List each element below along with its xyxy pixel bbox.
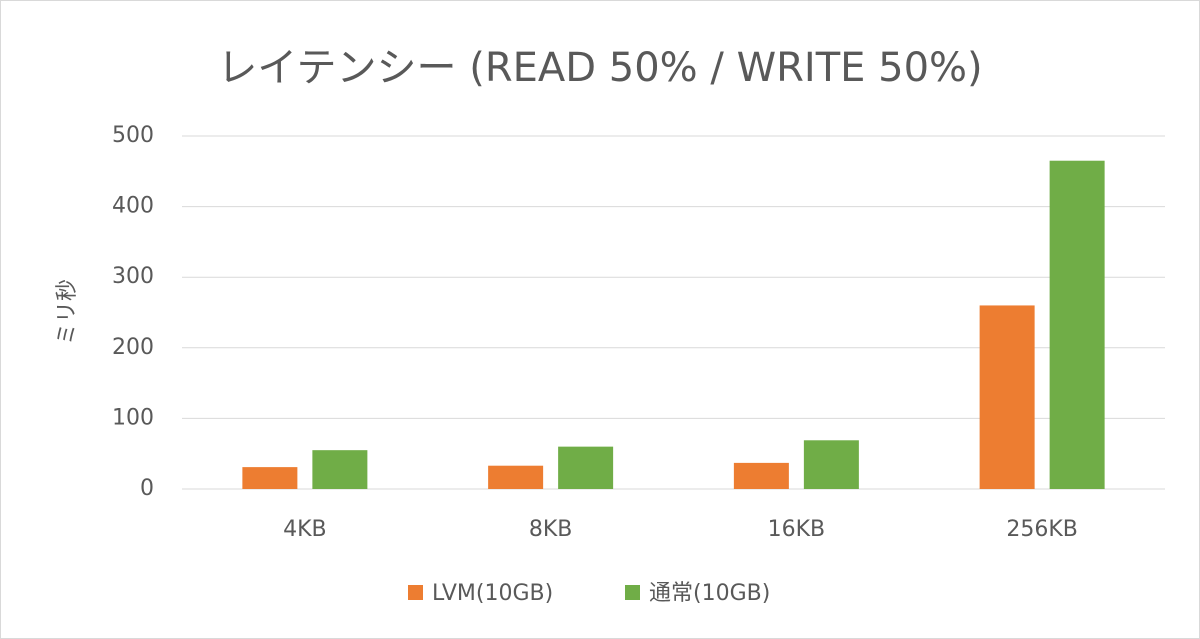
bar [558,446,614,489]
bar [1049,160,1105,489]
x-tick-label: 16KB [768,517,826,542]
y-tick-label: 500 [112,123,154,148]
legend-label: LVM(10GB) [432,581,553,606]
bar [803,440,859,489]
legend-label: 通常(10GB) [649,581,770,606]
bar [312,450,368,489]
bar [733,462,789,489]
y-axis-label: ミリ秒 [55,279,80,345]
y-tick-label: 100 [112,405,154,430]
bar [242,467,298,489]
bar [979,305,1035,489]
chart-title: レイテンシー (READ 50% / WRITE 50%) [217,45,982,91]
bar [488,465,544,489]
y-tick-label: 0 [140,476,154,501]
x-tick-label: 4KB [283,517,327,542]
x-tick-label: 256KB [1006,517,1078,542]
x-tick-label: 8KB [529,517,573,542]
y-tick-label: 300 [112,264,154,289]
legend-swatch [625,585,640,600]
legend-swatch [408,585,423,600]
y-tick-label: 200 [112,335,154,360]
y-tick-label: 400 [112,194,154,219]
